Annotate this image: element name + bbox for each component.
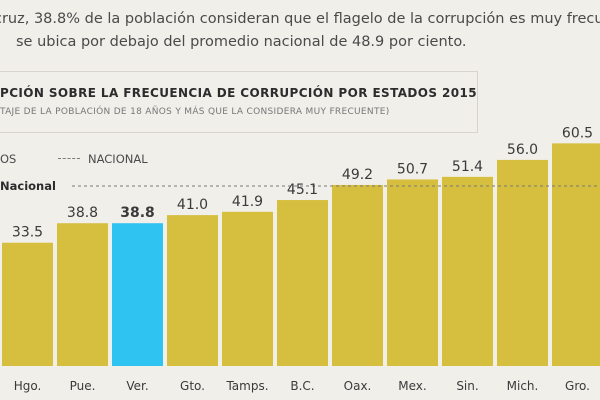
value-label-1: 38.8 — [67, 205, 98, 221]
value-label-4: 41.9 — [232, 194, 263, 210]
chart-title: PCIÓN SOBRE LA FRECUENCIA DE CORRUPCIÓN … — [0, 86, 477, 100]
category-label-7: Mex. — [398, 379, 426, 393]
bar-0 — [2, 242, 53, 366]
category-label-6: Oax. — [344, 379, 372, 393]
value-label-5: 45.1 — [287, 182, 318, 198]
category-label-5: B.C. — [290, 379, 314, 393]
category-label-9: Mich. — [507, 379, 539, 393]
bar-4 — [222, 211, 273, 366]
bar-10 — [552, 143, 600, 366]
bar-1 — [57, 223, 108, 366]
intro-line-1: cruz, 38.8% de la población consideran q… — [0, 11, 600, 27]
value-label-2: 38.8 — [120, 205, 155, 221]
category-label-8: Sin. — [456, 379, 478, 393]
category-label-4: Tamps. — [225, 379, 268, 393]
bar-3 — [167, 215, 218, 366]
category-label-0: Hgo. — [14, 379, 42, 393]
value-label-7: 50.7 — [397, 161, 428, 177]
bar-9 — [497, 159, 548, 366]
national-line-label: Nacional — [0, 179, 56, 193]
legend-dashed-line-icon — [58, 158, 80, 159]
intro-text: cruz, 38.8% de la población consideran q… — [0, 8, 600, 54]
value-label-0: 33.5 — [12, 225, 43, 241]
category-label-10: Gro. — [565, 379, 590, 393]
value-label-6: 49.2 — [342, 167, 373, 183]
chart-title-box — [0, 71, 478, 133]
bar-6 — [332, 184, 383, 366]
legend-national-label: NACIONAL — [88, 152, 148, 166]
value-label-8: 51.4 — [452, 159, 483, 175]
bar-7 — [387, 179, 438, 366]
value-label-3: 41.0 — [177, 197, 208, 213]
value-label-10: 60.5 — [562, 125, 593, 141]
bar-2 — [112, 223, 163, 366]
bar-8 — [442, 176, 493, 366]
bar-5 — [277, 200, 328, 366]
category-label-1: Pue. — [70, 379, 96, 393]
legend-series-label: OS — [0, 152, 17, 166]
intro-line-2: se ubica por debajo del promedio naciona… — [16, 34, 467, 50]
chart-subtitle: TAJE DE LA POBLACIÓN DE 18 AÑOS Y MÁS QU… — [0, 107, 390, 117]
category-label-2: Ver. — [126, 379, 148, 393]
category-label-3: Gto. — [180, 379, 205, 393]
value-label-9: 56.0 — [507, 142, 538, 158]
